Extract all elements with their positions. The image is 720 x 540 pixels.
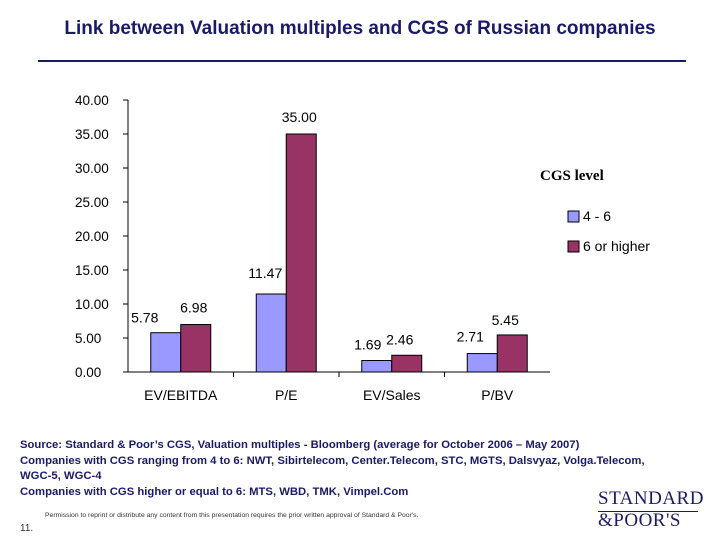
x-tick-label: P/E <box>275 387 298 403</box>
standard-and-poors-logo: STANDARD &POOR'S <box>592 488 707 536</box>
data-label: 6.98 <box>180 300 207 316</box>
legend-label: 6 or higher <box>583 238 650 254</box>
bar-cgs-6-higher <box>285 133 317 373</box>
page-number: 11. <box>20 523 34 534</box>
data-label: 5.78 <box>131 310 158 326</box>
y-axis: 0.00 5.00 10.00 15.00 20.00 25.00 30.00 35.00 40… <box>75 93 129 380</box>
data-label: 35.00 <box>282 109 317 125</box>
y-tick-label: 35.00 <box>75 127 109 142</box>
y-tick-label: 25.00 <box>75 195 109 210</box>
note-group-1-cont: WGC-5, WGC-4 <box>20 470 102 482</box>
data-labels: 5.78 6.98 11.47 35.00 1.69 2.46 2.71 5.45 <box>131 109 519 353</box>
permission-notice: Permission to reprint or distribute any … <box>45 512 419 519</box>
bar-cgs-4-6 <box>255 293 287 373</box>
x-tick-label: EV/Sales <box>363 387 421 403</box>
y-tick-label: 10.00 <box>75 297 109 312</box>
bar-chart: 0.00 5.00 10.00 15.00 20.00 25.00 30.00 35.00 40… <box>75 93 650 403</box>
x-axis: EV/EBITDA P/E EV/Sales P/BV <box>128 371 550 403</box>
y-tick-label: 15.00 <box>75 263 109 278</box>
y-tick-label: 0.00 <box>75 365 101 380</box>
data-label: 2.46 <box>386 331 413 347</box>
bar-cgs-4-6 <box>361 360 393 373</box>
note-group-1: Companies with CGS ranging from 4 to 6: … <box>20 454 645 467</box>
legend-swatch <box>567 240 580 253</box>
data-label: 5.45 <box>492 312 519 328</box>
y-tick-label: 5.00 <box>75 331 101 346</box>
legend-label: 4 - 6 <box>583 208 611 224</box>
logo-line-2: &POOR'S <box>598 510 681 531</box>
source-notes: Source: Standard & Poor’s CGS, Valuation… <box>20 438 710 500</box>
data-label: 11.47 <box>248 265 282 281</box>
bar-cgs-6-higher <box>391 354 423 373</box>
logo-rule <box>598 511 698 512</box>
title-divider <box>38 60 686 62</box>
bar-cgs-4-6 <box>150 332 182 373</box>
y-tick-label: 20.00 <box>75 229 109 244</box>
y-tick-label: 40.00 <box>75 93 109 108</box>
legend: 4 - 6 6 or higher <box>567 208 650 254</box>
data-label: 2.71 <box>457 329 484 345</box>
x-tick-label: P/BV <box>481 387 514 403</box>
bar-cgs-6-higher <box>180 324 212 373</box>
note-source: Source: Standard & Poor’s CGS, Valuation… <box>20 439 580 451</box>
y-tick-label: 30.00 <box>75 161 109 176</box>
note-group-2: Companies with CGS higher or equal to 6:… <box>20 485 409 498</box>
legend-swatch <box>567 210 580 223</box>
legend-title: CGS level <box>540 168 604 184</box>
logo-line-1: STANDARD <box>598 488 704 509</box>
data-label: 1.69 <box>354 337 381 353</box>
bar-cgs-4-6 <box>466 353 498 373</box>
page-title: Link between Valuation multiples and CGS… <box>64 18 656 39</box>
x-tick-label: EV/EBITDA <box>144 387 218 403</box>
bar-cgs-6-higher <box>496 334 528 373</box>
